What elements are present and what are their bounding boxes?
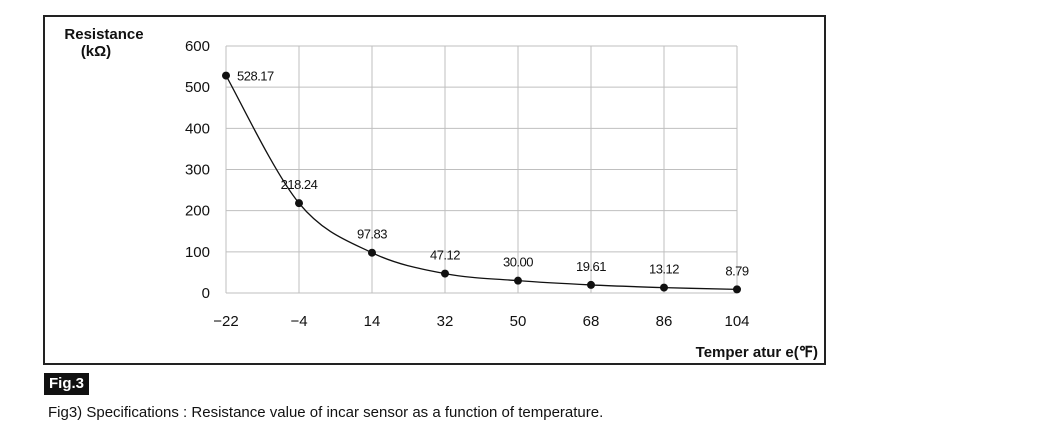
y-tick-600: 600 (185, 38, 210, 55)
data-point-6 (660, 283, 668, 292)
data-labels: 528.17 218.24 97.83 47.12 30.00 19.61 13.12 8.7… (237, 69, 749, 279)
grid-lines (225, 45, 738, 294)
data-point-1 (295, 199, 303, 208)
x-tick-4: 50 (510, 313, 527, 330)
data-point-7 (733, 285, 741, 294)
x-tick-0: −22 (213, 313, 238, 330)
y-tick-labels: 0 100 200 300 400 500 600 (185, 38, 210, 302)
data-label-4: 30.00 (503, 255, 533, 270)
data-points (222, 71, 741, 294)
y-tick-200: 200 (185, 203, 210, 220)
x-tick-3: 32 (437, 313, 454, 330)
x-tick-2: 14 (364, 313, 381, 330)
x-tick-5: 68 (583, 313, 600, 330)
x-axis-title: Temper atur e(℉) (696, 344, 818, 361)
x-tick-7: 104 (724, 313, 749, 330)
data-point-0 (222, 71, 230, 80)
data-label-1: 218.24 (281, 177, 318, 192)
y-axis-title-line2: (kΩ) (81, 43, 111, 60)
y-tick-0: 0 (202, 285, 210, 302)
data-point-2 (368, 248, 376, 257)
data-point-3 (441, 269, 449, 278)
figure-caption: Fig3) Specifications : Resistance value … (48, 404, 604, 421)
x-tick-labels: −22 −4 14 32 50 68 86 104 (213, 313, 749, 330)
data-label-0: 528.17 (237, 69, 274, 84)
x-tick-6: 86 (656, 313, 673, 330)
chart-frame (43, 15, 826, 365)
y-tick-400: 400 (185, 120, 210, 137)
data-point-5 (587, 280, 595, 289)
data-label-7: 8.79 (725, 263, 749, 278)
y-tick-100: 100 (185, 244, 210, 261)
figure-badge: Fig.3 (44, 373, 90, 395)
y-tick-300: 300 (185, 162, 210, 179)
y-tick-500: 500 (185, 79, 210, 96)
data-label-3: 47.12 (430, 248, 460, 263)
y-axis-title-line1: Resistance (64, 26, 143, 43)
x-tick-1: −4 (290, 313, 307, 330)
data-label-6: 13.12 (649, 262, 679, 277)
data-label-5: 19.61 (576, 259, 606, 274)
data-point-4 (514, 276, 522, 285)
data-label-2: 97.83 (357, 227, 387, 242)
